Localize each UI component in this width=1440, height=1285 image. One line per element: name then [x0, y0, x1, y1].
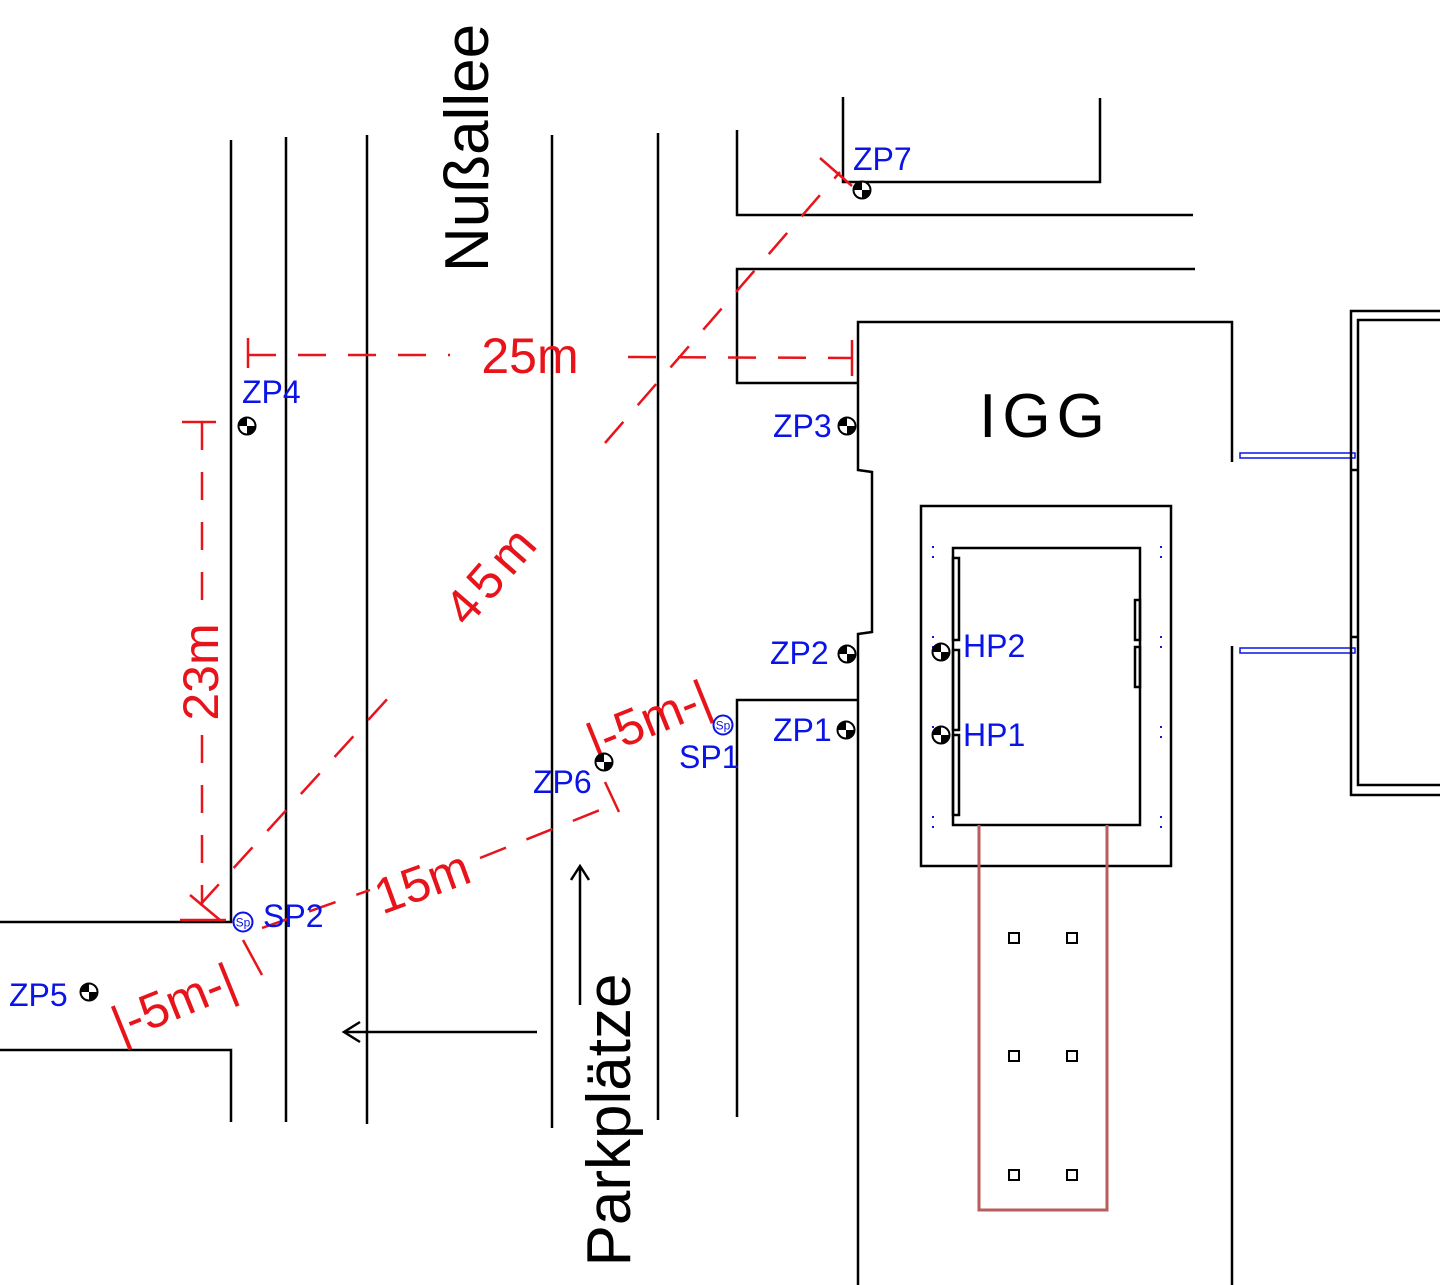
label-sp1: SP1 [679, 739, 739, 775]
svg-text:15m: 15m [367, 839, 478, 925]
label-hp1: HP1 [963, 717, 1025, 753]
street-lines [0, 130, 1195, 1128]
standpoint-icon: Sp [712, 714, 734, 736]
label-zp1: ZP1 [773, 712, 832, 748]
standpoint-icon: Sp [232, 911, 254, 933]
svg-text:Sp: Sp [716, 719, 731, 733]
label-zp7: ZP7 [853, 141, 912, 177]
arrow-left-icon [341, 1020, 537, 1044]
east-building [1349, 309, 1440, 797]
label-zp2: ZP2 [770, 635, 829, 671]
label-zp3: ZP3 [773, 408, 832, 444]
igg-building [856, 320, 1234, 1285]
street-label: Nußallee [433, 24, 502, 272]
target-point-icon [79, 982, 99, 1002]
target-point-icon [852, 180, 872, 200]
svg-text:Sp: Sp [236, 916, 251, 930]
target-point-icon [594, 752, 614, 772]
label-hp2: HP2 [963, 628, 1025, 664]
building-label: IGG [979, 382, 1111, 451]
target-point-icon [237, 416, 257, 436]
dimension-5m-sp2: |-5m-| [103, 952, 243, 1052]
target-point-icon [837, 644, 857, 664]
parking-label: Parkplätze [575, 974, 644, 1267]
svg-text:25m: 25m [481, 328, 578, 384]
arrow-up-icon [569, 863, 591, 1005]
svg-text:45m: 45m [433, 512, 551, 636]
dimension-tick [241, 939, 264, 976]
label-zp5: ZP5 [9, 977, 68, 1013]
ramp [977, 825, 1109, 1212]
target-point-icon [836, 720, 856, 740]
svg-text:23m: 23m [173, 623, 229, 720]
label-zp6: ZP6 [533, 764, 592, 800]
dimension-23m: 23m [173, 420, 229, 922]
bridges [1239, 452, 1356, 654]
north-building [841, 97, 1102, 184]
label-zp4: ZP4 [242, 374, 301, 410]
target-point-icon [931, 725, 951, 745]
dimension-25m: 25m [246, 328, 854, 384]
target-point-icon [837, 416, 857, 436]
label-sp2: SP2 [263, 898, 323, 934]
target-point-icon [931, 642, 951, 662]
